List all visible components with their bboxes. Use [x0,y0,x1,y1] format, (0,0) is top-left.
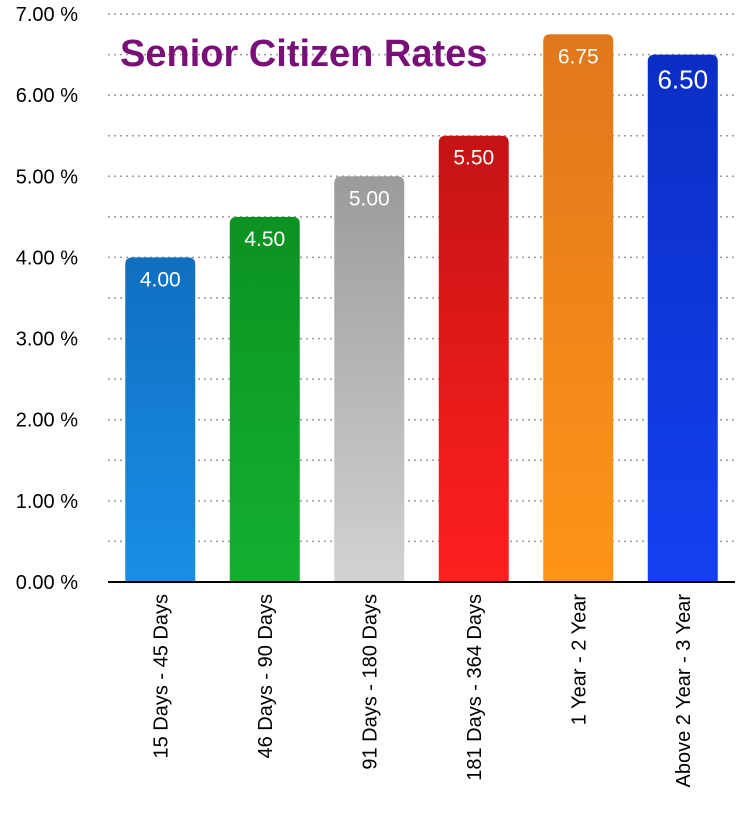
bar-value-label: 6.75 [558,45,599,68]
bar-value-label: 5.50 [453,147,494,170]
x-category-label: 15 Days - 45 Days [150,594,172,759]
bar-value-label: 5.00 [349,187,390,210]
x-category-label: 91 Days - 180 Days [359,594,381,770]
y-tick-label: 5.00 % [16,166,78,188]
chart-title: Senior Citizen Rates [120,33,487,75]
bar [229,216,300,582]
x-category-label: 1 Year - 2 Year [568,594,590,726]
bars: 4.00 4.50 5.00 5.50 6.75 6.50 [125,34,718,583]
y-tick-label: 0.00 % [16,572,78,594]
x-category-label: 181 Days - 364 Days [464,594,486,781]
x-category-label: Above 2 Year - 3 Year [673,594,695,788]
bar-value-label: 6.50 [657,65,708,95]
bar-value-label: 4.00 [140,268,181,291]
y-tick-label: 1.00 % [16,491,78,513]
x-axis-labels: 15 Days - 45 Days 46 Days - 90 Days 91 Day… [150,594,695,788]
y-tick-label: 4.00 % [16,247,78,269]
y-tick-label: 7.00 % [16,4,78,26]
y-tick-label: 6.00 % [16,85,78,107]
bar [647,54,718,583]
bar [334,176,405,583]
y-axis-ticks: 0.00 % 1.00 % 2.00 % 3.00 % 4.00 % 5.00 % 6.00… [16,4,78,594]
bar [438,135,509,582]
bar [543,34,614,583]
y-tick-label: 3.00 % [16,329,78,351]
bar [125,257,196,582]
grid-lines [108,13,735,543]
y-tick-label: 2.00 % [16,410,78,432]
bar-value-label: 4.50 [244,228,285,251]
x-category-label: 46 Days - 90 Days [255,594,277,759]
